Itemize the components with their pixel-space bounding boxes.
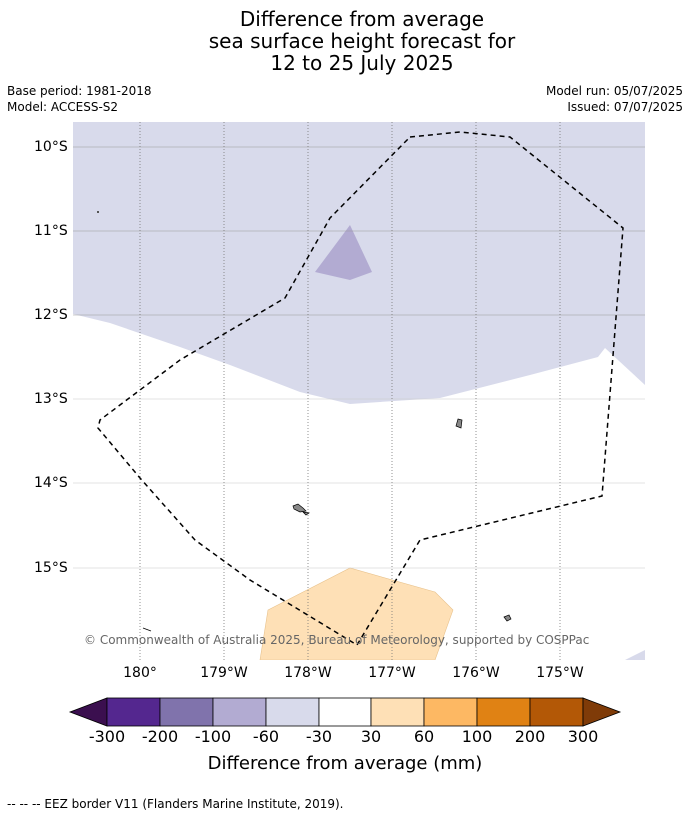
lat-label-10s: 10°S	[34, 139, 68, 155]
colorbar-bin-9	[529, 697, 584, 727]
colorbar-bin-8	[476, 697, 531, 727]
lat-label-15s: 15°S	[34, 560, 68, 576]
map-area	[73, 122, 645, 660]
lon-label-178w: 178°W	[284, 665, 332, 681]
eez-border	[97, 131, 624, 647]
latitude-gridlines	[73, 146, 645, 569]
title-line-2: sea surface height forecast for	[208, 29, 516, 53]
colorbar-tick: 60	[413, 727, 435, 746]
anomaly-region-neg30-neg60-corner	[625, 650, 645, 660]
lat-label-14s: 14°S	[34, 475, 68, 491]
lon-label-180: 180°	[123, 665, 157, 681]
colorbar-bin-2	[159, 697, 214, 727]
island-upolu	[292, 503, 307, 513]
lon-label-177w: 177°W	[368, 665, 416, 681]
colorbar-tick: 30	[360, 727, 382, 746]
issued-date: Issued: 07/07/2025	[567, 100, 683, 114]
island-sw-fragment	[142, 627, 152, 632]
title-line-3: 12 to 25 July 2025	[270, 51, 454, 75]
island-small-east	[503, 614, 512, 622]
model-name: Model: ACCESS-S2	[7, 100, 119, 114]
meta-right: Model run: 05/07/2025 Issued: 07/07/2025	[546, 83, 683, 115]
lat-label-12s: 12°S	[34, 307, 68, 323]
colorbar-bin-7	[423, 697, 478, 727]
lat-label-13s: 13°S	[34, 391, 68, 407]
colorbar-label: Difference from average (mm)	[207, 753, 483, 774]
colorbar-tick: -30	[305, 727, 333, 746]
title-line-1: Difference from average	[239, 7, 485, 31]
chart-title: Difference from average sea surface heig…	[0, 8, 690, 74]
colorbar-tick: 300	[567, 727, 599, 746]
island-manono	[301, 511, 310, 516]
colorbar-tick: 100	[461, 727, 493, 746]
meta-left: Base period: 1981-2018 Model: ACCESS-S2	[7, 83, 152, 115]
model-run: Model run: 05/07/2025	[545, 84, 683, 98]
colorbar-tick: -200	[141, 727, 179, 746]
lon-label-176w: 176°W	[452, 665, 500, 681]
colorbar-bin-5	[318, 697, 372, 727]
base-period: Base period: 1981-2018	[7, 84, 152, 98]
colorbar	[68, 697, 622, 727]
eez-legend-footer: -- -- -- EEZ border V11 (Flanders Marine…	[7, 797, 344, 811]
colorbar-bin-4	[265, 697, 320, 727]
colorbar-extend-high	[582, 697, 622, 727]
colorbar-tick: 200	[514, 727, 546, 746]
copyright-credit: © Commonwealth of Australia 2025, Bureau…	[84, 633, 590, 647]
colorbar-tick: -60	[252, 727, 280, 746]
colorbar-bin-1	[106, 697, 161, 727]
island-tutuila	[455, 418, 463, 429]
colorbar-tick: -100	[194, 727, 232, 746]
colorbar-bin-3	[212, 697, 267, 727]
lon-label-175w: 175°W	[536, 665, 584, 681]
colorbar-extend-low	[68, 697, 108, 727]
lat-label-11s: 11°S	[34, 223, 68, 239]
island-tiny-north	[97, 211, 99, 213]
colorbar-tick: -300	[88, 727, 126, 746]
anomaly-region-neg60-neg100	[315, 225, 372, 280]
colorbar-bin-6	[370, 697, 425, 727]
lon-label-179w: 179°W	[200, 665, 248, 681]
